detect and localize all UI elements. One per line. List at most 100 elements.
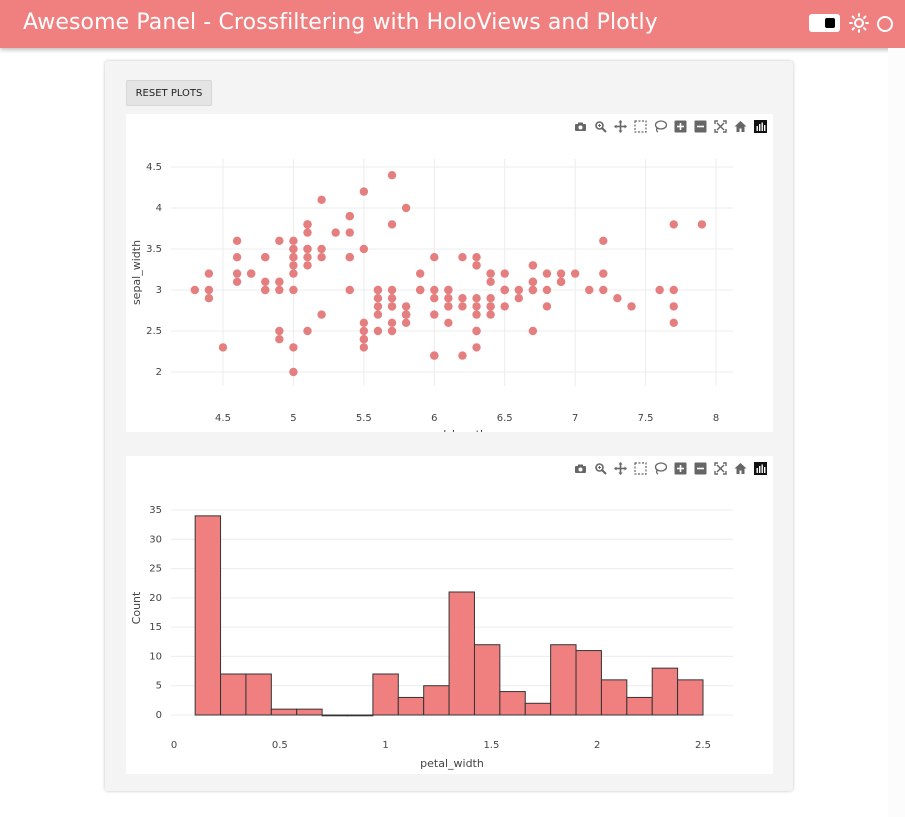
box-select-icon[interactable] [632,118,649,134]
scatter-point[interactable] [430,310,439,319]
scrollbar[interactable] [888,48,905,817]
scatter-point[interactable] [289,261,298,270]
scatter-point[interactable] [275,285,284,295]
scatter-point[interactable] [599,236,608,245]
scatter-point[interactable] [345,285,354,295]
scatter-point[interactable] [486,277,495,286]
lasso-select-icon[interactable] [652,118,669,134]
histogram-bar[interactable] [423,685,450,716]
scatter-point[interactable] [486,269,495,278]
scatter-point[interactable] [275,335,284,344]
scatter-point[interactable] [472,343,481,352]
histogram-bar[interactable] [194,515,222,716]
scatter-point[interactable] [486,310,495,319]
reset-axes-icon[interactable] [732,118,749,134]
scatter-point[interactable] [613,294,622,303]
scatter-point[interactable] [303,261,312,270]
scatter-point[interactable] [401,203,411,213]
scatter-point[interactable] [444,294,453,303]
scatter-point[interactable] [289,285,298,295]
histogram-bar[interactable] [499,691,526,716]
scatter-point[interactable] [387,294,397,303]
histogram-bar[interactable] [677,679,704,716]
scatter-point[interactable] [345,212,354,221]
scatter-point[interactable] [528,285,538,295]
scatter-point[interactable] [458,253,467,262]
scatter-point[interactable] [232,236,242,245]
scatter-point[interactable] [458,294,467,303]
scatter-point[interactable] [669,220,678,229]
histogram-bar[interactable] [626,696,653,716]
histogram-bar[interactable] [473,644,501,716]
scatter-point[interactable] [275,326,284,336]
scatter-point[interactable] [542,302,552,311]
scatter-point[interactable] [359,335,369,344]
scatter-point[interactable] [275,236,284,245]
scatter-point[interactable] [359,343,369,352]
scatter-point[interactable] [486,294,495,303]
box-select-icon[interactable] [632,460,649,476]
scatter-point[interactable] [317,253,326,262]
scatter-point[interactable] [472,261,481,270]
scatter-point[interactable] [458,302,467,311]
scatter-point[interactable] [359,318,369,327]
autoscale-icon[interactable] [712,460,729,476]
scatter-point[interactable] [373,294,383,303]
scatter-point[interactable] [472,326,481,336]
scatter-point[interactable] [444,318,453,327]
histogram-bar[interactable] [448,591,475,716]
scatter-point[interactable] [500,285,509,295]
scatter-point[interactable] [528,326,538,336]
scatter-point[interactable] [232,253,242,262]
sun-icon[interactable] [849,13,869,33]
scatter-point[interactable] [500,302,509,311]
scatter-point[interactable] [317,195,326,204]
scatter-point[interactable] [430,294,439,303]
histogram-bar[interactable] [651,667,679,716]
reset-axes-icon[interactable] [732,460,749,476]
histogram-bar[interactable] [575,650,602,716]
scatter-point[interactable] [261,253,270,262]
scatter-point[interactable] [669,318,678,327]
scatter-point[interactable] [514,285,523,295]
scatter-point[interactable] [669,285,678,295]
zoom-out-icon[interactable] [692,118,709,134]
scatter-point[interactable] [387,318,397,327]
scatter-point[interactable] [472,294,481,303]
scatter-point[interactable] [218,343,228,352]
scatter-point[interactable] [232,277,242,286]
scatter-point[interactable] [444,302,453,311]
scatter-point[interactable] [289,236,298,245]
scatter-point[interactable] [373,310,383,319]
scatter-point[interactable] [458,351,467,360]
scatter-point[interactable] [317,310,326,319]
scatter-point[interactable] [528,277,538,286]
scatter-point[interactable] [246,269,256,278]
scatter-point[interactable] [486,302,495,311]
scatter-point[interactable] [556,269,566,278]
scatter-point[interactable] [289,244,298,254]
scatter-point[interactable] [472,310,481,319]
pan-icon[interactable] [612,118,629,134]
scatter-point[interactable] [232,269,242,278]
scatter-point[interactable] [599,285,608,295]
autoscale-icon[interactable] [712,118,729,134]
histogram-plot[interactable]: 0 5 10 15 20 25 30 35 0 0.5 1 1.5 2 2.5 petal_width Cou… [126,456,773,774]
scatter-point[interactable] [401,302,411,311]
histogram-bar[interactable] [524,702,552,716]
scatter-point[interactable] [190,285,200,295]
scatter-point[interactable] [204,294,214,303]
scatter-point[interactable] [289,269,298,278]
histogram-bar[interactable] [245,673,272,716]
scatter-point[interactable] [303,326,312,336]
scatter-point[interactable] [204,285,214,295]
plotly-logo-icon[interactable] [752,460,769,476]
histogram-bar[interactable] [321,714,349,717]
zoom-out-icon[interactable] [692,460,709,476]
zoom-icon[interactable] [592,460,609,476]
scatter-point[interactable] [697,220,707,229]
scatter-point[interactable] [472,253,481,262]
camera-icon[interactable] [572,118,589,134]
histogram-bar[interactable] [220,673,247,716]
scatter-point[interactable] [303,253,312,262]
